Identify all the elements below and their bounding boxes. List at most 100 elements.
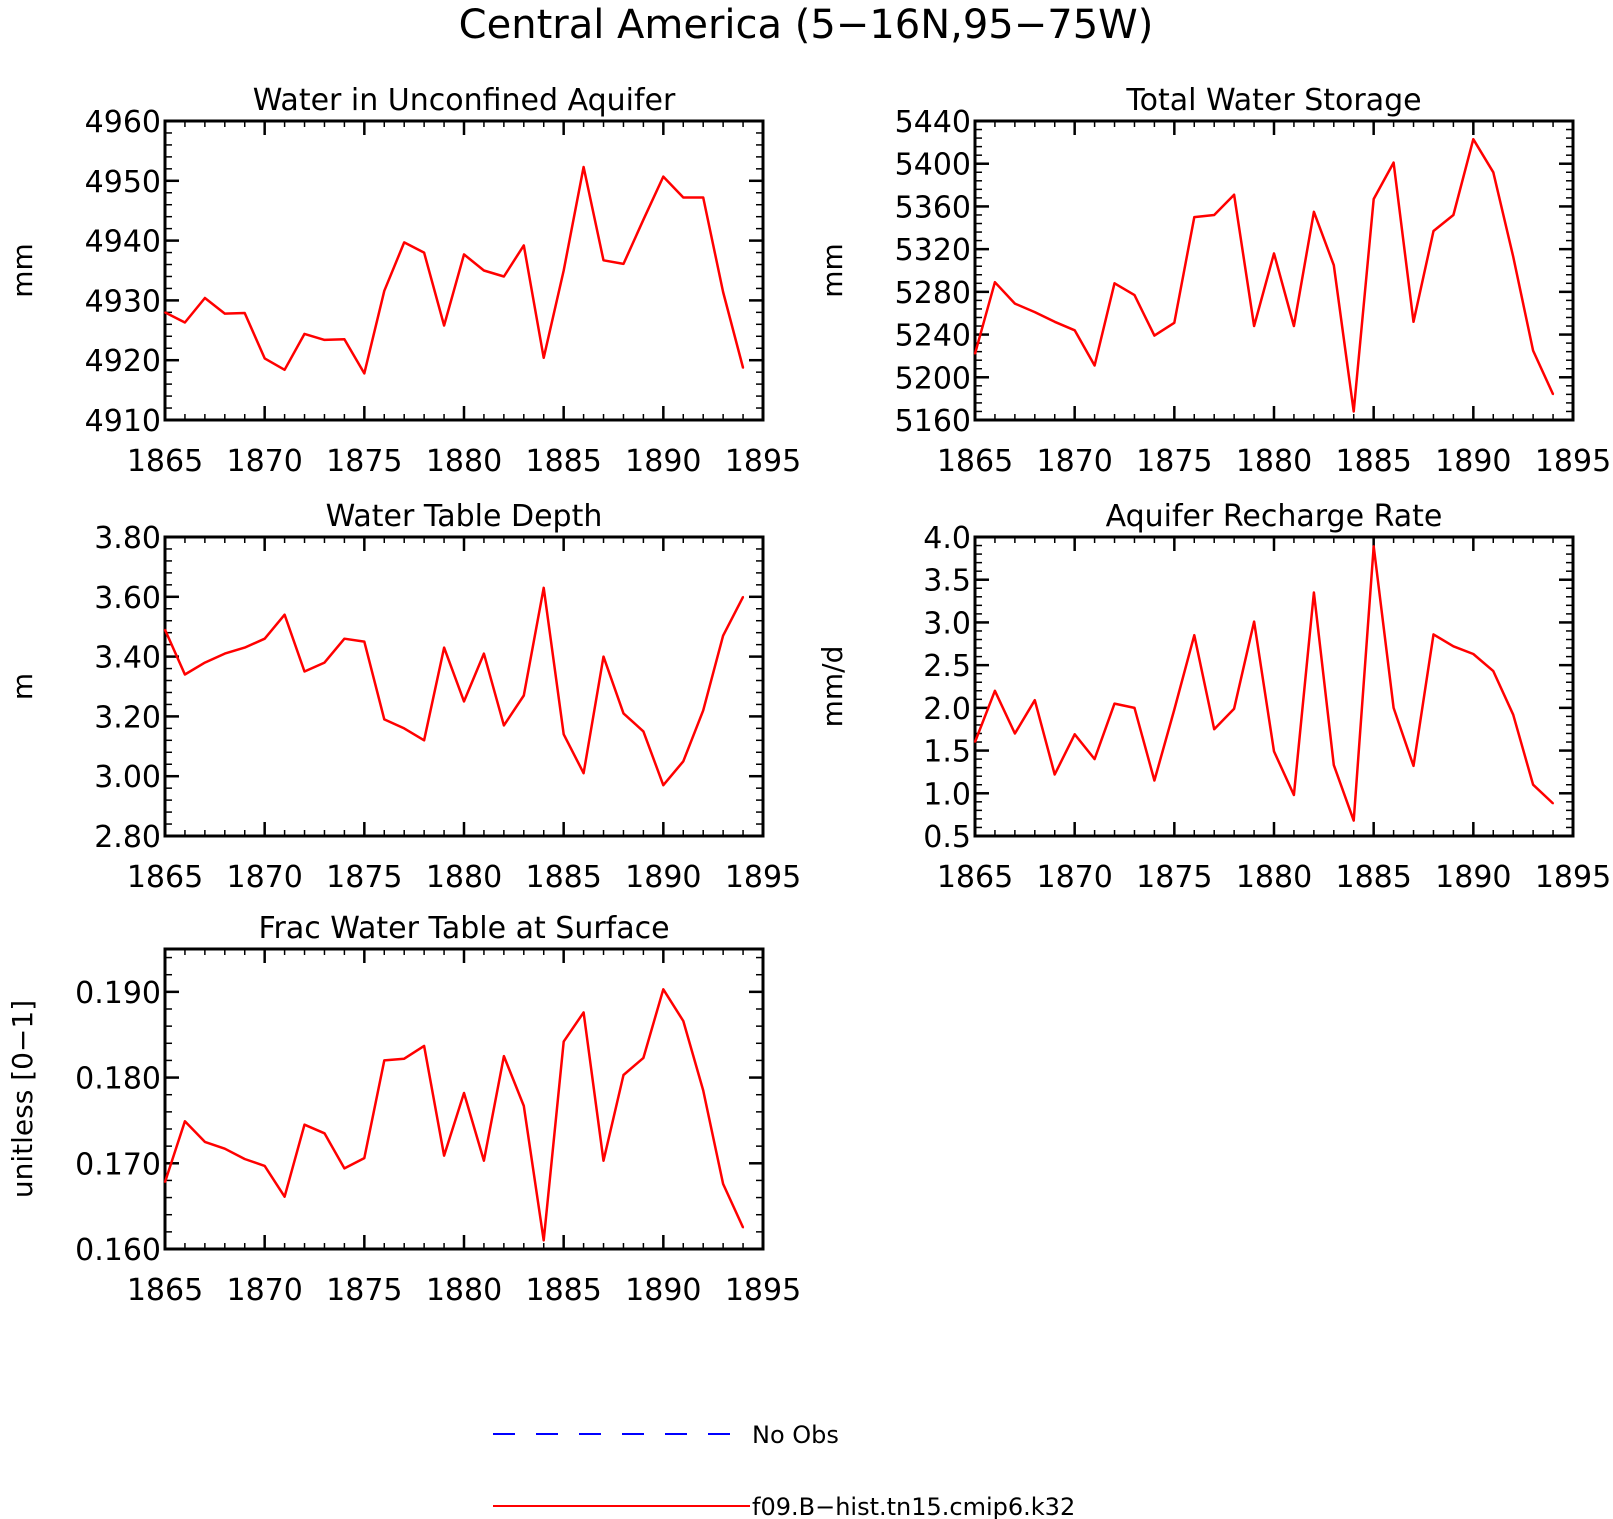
y-tick-label: 3.00 [94,760,161,795]
x-tick-label: 1885 [1335,444,1411,479]
chart-title: Aquifer Recharge Rate [1106,499,1443,534]
data-point [1233,707,1235,710]
chart-title: Water in Unconfined Aquifer [253,83,676,118]
data-point [1014,302,1016,305]
x-tick-label: 1865 [127,444,203,479]
data-point [974,352,976,355]
data-point [1412,765,1415,767]
data-point [1113,282,1116,285]
x-tick-label: 1870 [226,860,302,895]
x-tick-label: 1875 [326,444,402,479]
data-point [702,709,705,712]
chart-title: Frac Water Table at Surface [258,911,669,946]
data-point [243,312,246,314]
data-point [742,367,744,369]
data-point [602,259,605,262]
data-point [363,372,366,375]
y-tick-label: 3.0 [923,606,971,641]
y-axis-label: m [6,673,39,700]
data-point [483,1159,485,1162]
data-point [443,1154,445,1157]
data-point [1073,733,1076,736]
chart-aquifer-recharge-rate: Aquifer Recharge Rate 1865 1870 1875 1880 188… [816,499,1611,895]
data-point [682,760,685,763]
x-tick-label: 1890 [1435,444,1511,479]
data-point [1193,216,1196,219]
data-point [363,640,366,643]
y-tick-label: 5240 [895,319,971,354]
data-point [582,1011,585,1014]
data-point [1472,653,1475,655]
y-tick-label: 2.80 [94,820,161,855]
data-point [974,741,976,743]
data-point [503,275,505,278]
data-point [303,333,306,335]
data-point [1014,732,1016,735]
data-point [1352,410,1355,413]
data-point [1293,325,1295,327]
data-point [383,1059,386,1062]
data-point [622,712,625,715]
y-tick-label: 0.180 [75,1062,161,1097]
data-point [562,269,565,272]
data-point [1432,633,1435,636]
data-point [1512,255,1515,258]
data-point [1532,349,1534,352]
chart-water-table-depth: Water Table Depth 1865 1870 1875 1880 1885 189… [6,499,801,895]
y-tick-label: 4940 [85,225,161,260]
data-point [463,1092,465,1094]
x-tick-label: 1865 [127,860,203,895]
x-tick-label: 1895 [1535,860,1611,895]
data-point [303,1123,306,1126]
data-point [522,694,525,697]
x-tick-label: 1875 [1136,860,1212,895]
y-tick-label: 3.80 [94,521,161,556]
data-point [1452,214,1455,216]
x-tick-label: 1870 [226,444,302,479]
data-point [1173,321,1176,324]
data-point [283,1195,286,1198]
data-point [1332,764,1335,766]
x-tick-label: 1890 [625,1273,701,1308]
data-point [1053,773,1056,776]
data-point [1253,620,1255,623]
data-point [602,655,605,658]
data-point [702,196,705,199]
chart-total-water-storage: Total Water Storage 1865 1870 1875 1880 1885 1… [816,83,1611,479]
data-point [423,1045,425,1047]
data-point [383,718,386,721]
data-point [343,338,346,341]
chart-water-in-unconfined-aquifer: Water in Unconfined Aquifer 1865 1870 1875 1… [6,83,801,479]
x-tick-label: 1875 [326,1273,402,1308]
legend-label-model: f09.B−hist.tn15.cmip6.k32 [752,1493,1075,1519]
y-tick-label: 3.40 [94,641,161,676]
data-point [682,196,685,199]
data-point [702,1089,705,1092]
x-tick-label: 1895 [725,444,801,479]
x-tick-label: 1865 [937,860,1013,895]
data-point [1033,311,1036,313]
x-tick-label: 1880 [426,1273,502,1308]
plot-frame [973,119,1575,422]
data-point [463,700,465,703]
data-point [1332,264,1335,267]
data-point [243,646,246,649]
x-tick-label: 1890 [625,860,701,895]
y-tick-label: 5440 [895,105,971,140]
data-point [722,1183,724,1185]
y-tick-label: 3.60 [94,581,161,616]
data-point [184,321,186,324]
y-tick-label: 5400 [895,148,971,183]
data-point [483,652,485,655]
plot-frame [163,119,765,422]
data-point [542,586,545,589]
data-point [1512,713,1515,716]
data-point [562,733,565,736]
x-tick-label: 1875 [326,860,402,895]
data-point [622,1074,625,1076]
x-tick-label: 1890 [625,444,701,479]
data-point [263,1165,266,1167]
chart-title: Total Water Storage [1125,83,1421,118]
chart-frac-water-table-at-surface: Frac Water Table at Surface 1865 1870 1875 1… [6,911,801,1308]
